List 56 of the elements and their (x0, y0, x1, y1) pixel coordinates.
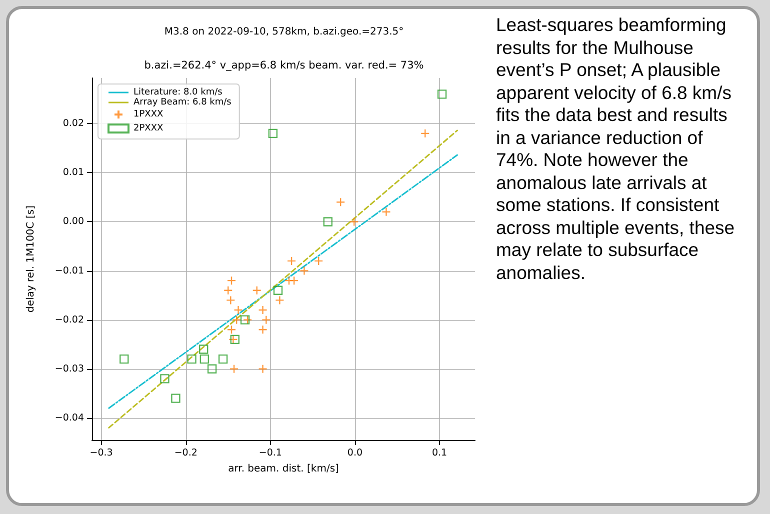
point (314, 256, 324, 266)
point (300, 266, 309, 276)
point (262, 315, 271, 324)
point (286, 256, 296, 266)
y-tick-label: −0.01 (54, 265, 84, 276)
point (226, 325, 236, 334)
point (199, 344, 208, 354)
y-tick-label: 0.00 (62, 216, 84, 228)
y-axis-title: delay rel. 1M100C [s] (26, 205, 36, 312)
text: Least-squares beamforming results for the Mulhouse event’s P onset; A plausible apparent velocity of 6.8 km/s fits the data best and results in a variance reduction of 74%. Note however the anomalous late arrivals at some stations. If consistent across multiple events, these may relate to subsurface anomalies. (496, 14, 735, 282)
point (289, 276, 299, 286)
point (226, 296, 236, 305)
chart-title: M3.8 on 2022-09-10, 578km, b.azi.geo.=273.5° (164, 26, 404, 38)
point (323, 217, 332, 226)
point (207, 364, 217, 374)
point (242, 315, 252, 324)
point (273, 286, 283, 295)
point (252, 286, 262, 295)
legend-label: Literature: 8.0 km/s (134, 88, 223, 98)
x-tick-label: 0.0 (347, 448, 362, 458)
point (349, 217, 359, 226)
point (258, 325, 268, 334)
point (336, 198, 346, 207)
x-tick-label: −0.1 (258, 448, 282, 458)
point (382, 207, 391, 217)
y-tick-label: −0.02 (54, 314, 84, 326)
point (229, 364, 239, 374)
point (275, 296, 284, 305)
point (240, 315, 250, 324)
x-tick-label: −0.3 (90, 448, 113, 458)
x-tick-label: −0.2 (174, 448, 198, 458)
x-axis-title: arr. beam. dist. [km/s] (228, 464, 340, 474)
y-tick-label: −0.04 (54, 412, 84, 424)
point (218, 354, 228, 364)
y-tick-label: −0.03 (54, 363, 84, 374)
point (420, 128, 430, 138)
point (224, 286, 233, 295)
point (120, 354, 129, 364)
point (268, 128, 278, 138)
point (234, 305, 243, 315)
y-tick-label: 0.02 (62, 118, 84, 130)
legend-label: 2PXXX (134, 124, 164, 134)
point (232, 315, 242, 324)
point (258, 305, 268, 315)
legend-label: Array Beam: 6.8 km/s (134, 98, 232, 108)
point (171, 394, 180, 403)
y-tick-label: 0.01 (62, 167, 84, 178)
point (258, 364, 268, 374)
x-tick-label: 0.1 (432, 448, 448, 458)
legend-label: 1PXXX (134, 110, 164, 120)
point (160, 374, 170, 384)
point (200, 354, 210, 364)
point (437, 90, 447, 99)
point (226, 276, 236, 286)
point (187, 354, 196, 364)
chart-subtitle: b.azi.=262.4° v_app=6.8 km/s beam. var. red.= 73% (144, 60, 424, 72)
